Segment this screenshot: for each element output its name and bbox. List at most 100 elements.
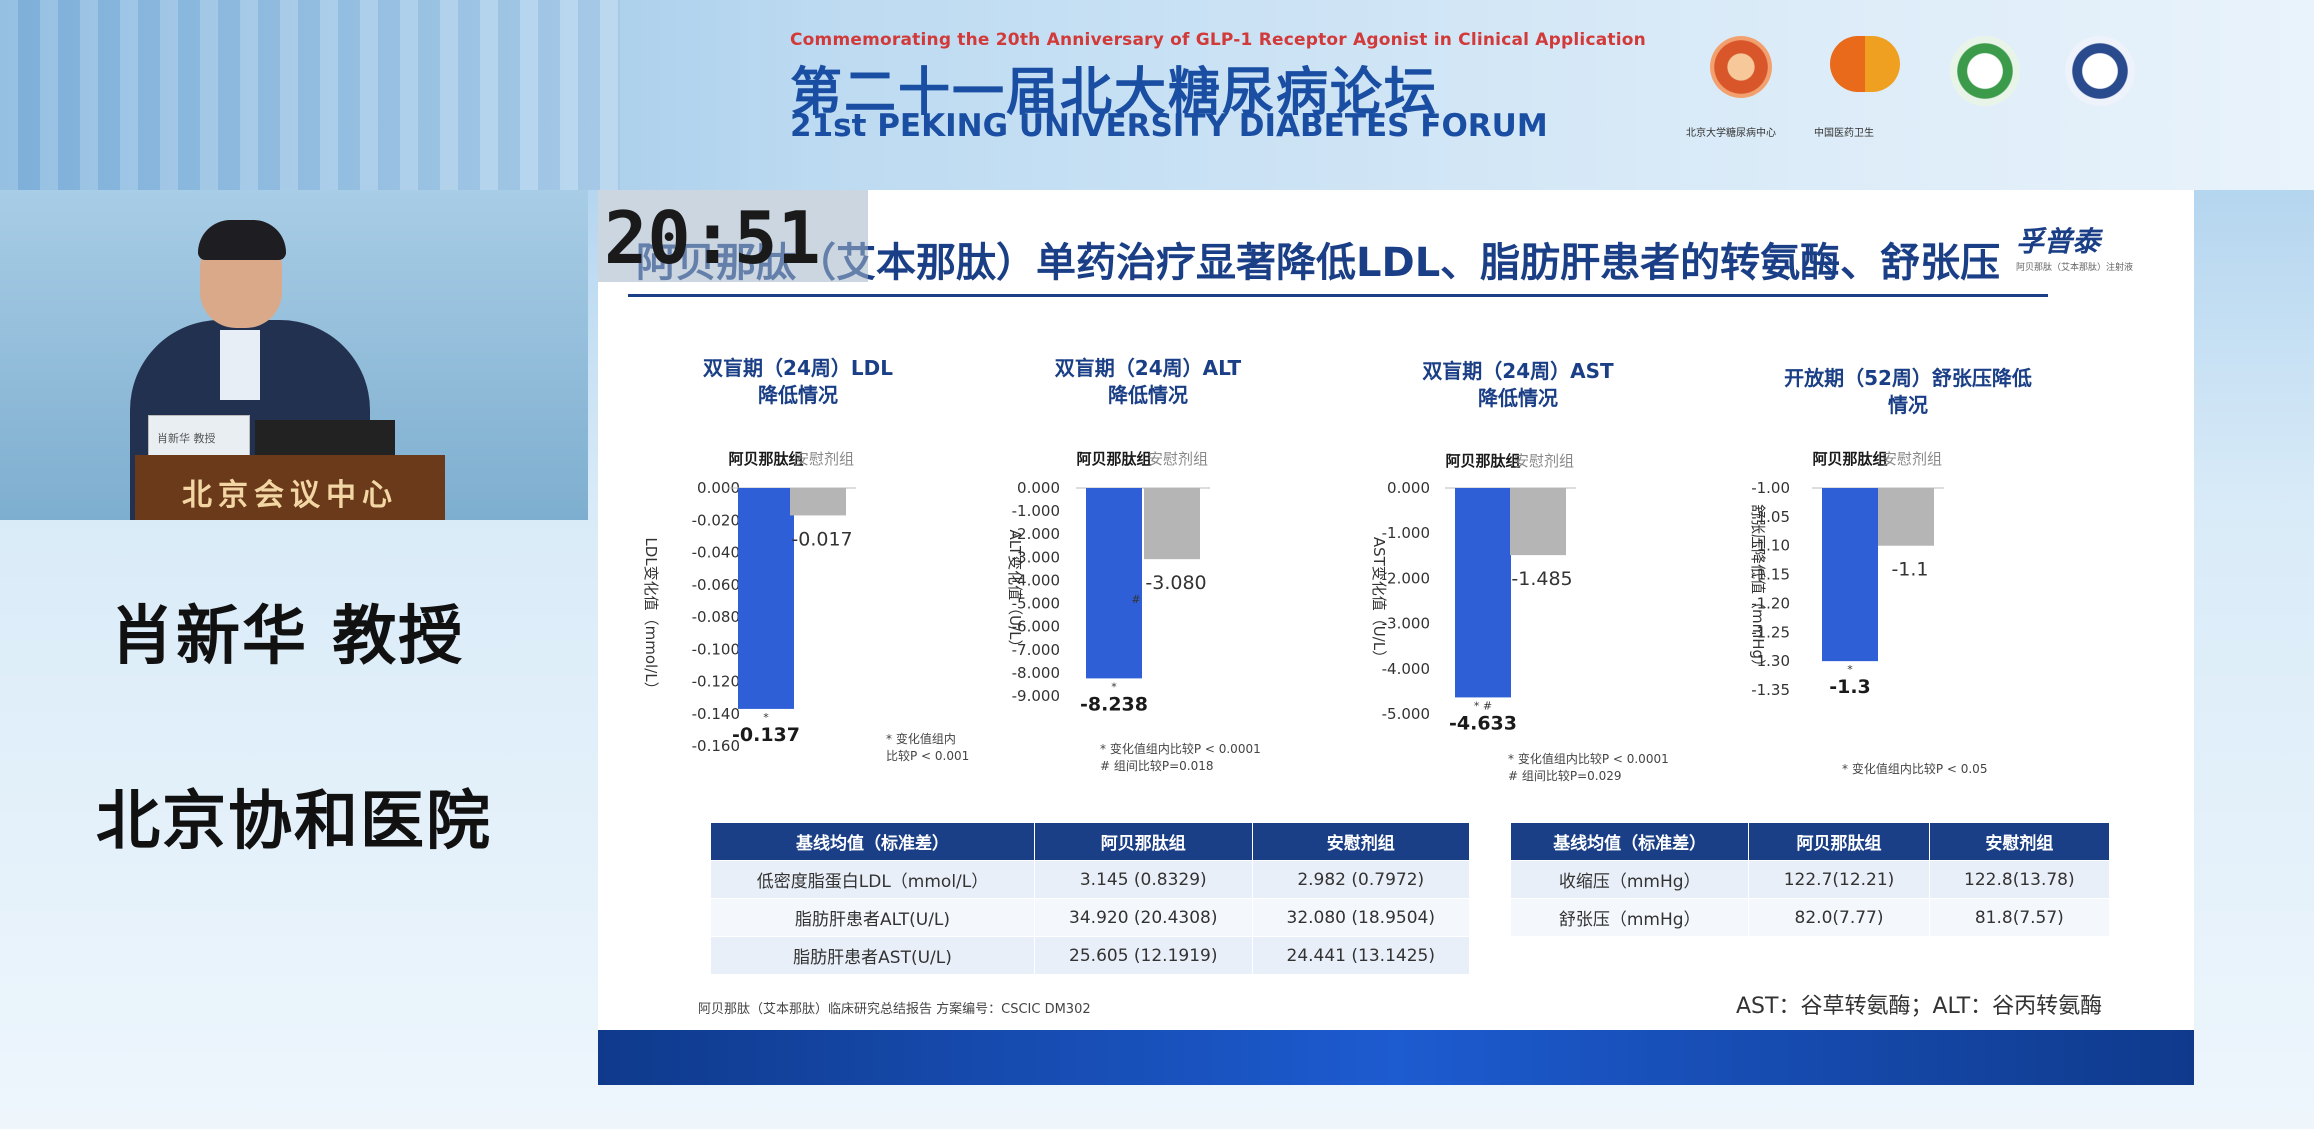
legend-abenatide: 阿贝那肽组	[1076, 450, 1151, 468]
y-tick-label: -6.000	[1012, 618, 1060, 636]
y-tick-label: -1.10	[1751, 537, 1790, 555]
alt-footnote: * 变化值组内比较P < 0.0001 # 组间比较P=0.018	[1100, 740, 1261, 774]
ldl-footnote-line2: 比较P < 0.001	[886, 749, 970, 763]
table-cell: 舒张压（mmHg）	[1509, 898, 1750, 937]
table-cell: 122.7(12.21)	[1748, 860, 1930, 899]
y-tick-label: -5.000	[1382, 705, 1430, 723]
y-axis-label: ALT变化值（U/L）	[1006, 529, 1024, 654]
data-label: -0.017	[791, 528, 852, 550]
y-axis-label: LDL变化值（mmol/L）	[642, 537, 660, 696]
speaker-hair	[198, 220, 286, 260]
y-tick-label: -4.000	[1382, 660, 1430, 678]
ast-footnote-line1: * 变化值组内比较P < 0.0001	[1508, 752, 1669, 766]
cd-logo	[1830, 36, 1900, 92]
y-tick-label: -0.080	[692, 608, 740, 626]
table-cell: 3.145 (0.8329)	[1034, 860, 1253, 899]
y-tick-label: -5.000	[1012, 595, 1060, 613]
y-tick-label: -8.000	[1012, 664, 1060, 682]
y-tick-label: -1.25	[1751, 623, 1790, 641]
sponsor-logos: 北京大学糖尿病中心 中国医药卫生	[1680, 36, 2140, 139]
table-cell: 低密度脂蛋白LDL（mmol/L）	[709, 860, 1036, 899]
bar-charts: 双盲期（24周）LDL降低情况阿贝那肽组安慰剂组0.000-0.020-0.04…	[642, 356, 2032, 755]
data-label: -1.485	[1511, 568, 1572, 590]
legend-placebo: 安慰剂组	[1514, 452, 1574, 470]
brand-logo: 孚普泰 阿贝那肽（艾本那肽）注射液	[2016, 220, 2156, 280]
y-tick-label: -2.000	[1382, 569, 1430, 587]
forum-title: 第二十一届北大糖尿病论坛	[790, 63, 1439, 123]
y-tick-label: -3.000	[1382, 615, 1430, 633]
significance-mark: #	[1131, 593, 1140, 606]
bar-placebo	[1510, 488, 1566, 556]
abbreviations-note: AST：谷草转氨酶；ALT：谷丙转氨酶	[1736, 994, 2103, 1019]
bar-placebo	[1144, 488, 1200, 560]
significance-mark: *	[1847, 663, 1853, 676]
y-tick-label: -0.140	[692, 705, 740, 723]
y-axis-label: AST变化值（U/L）	[1370, 537, 1388, 665]
y-tick-label: -4.000	[1012, 571, 1060, 589]
legend-abenatide: 阿贝那肽组	[728, 450, 803, 468]
presentation-slide: 阿贝那肽（艾本那肽）单药治疗显著降低LDL、脂肪肝患者的转氨酶、舒张压 20:5…	[598, 190, 2194, 1085]
table-header: 基线均值（标准差）	[709, 822, 1036, 861]
chart-title: 双盲期（24周）AST	[1422, 359, 1614, 383]
bar-abenatide	[1455, 488, 1511, 698]
brand-name: 孚普泰	[2016, 225, 2101, 258]
chart-title: 双盲期（24周）ALT	[1055, 356, 1242, 380]
association-logo-green	[1950, 36, 2020, 106]
data-label: -3.080	[1145, 572, 1206, 594]
reference-note: 阿贝那肽（艾本那肽）临床研究总结报告 方案编号：CSCIC DM302	[698, 1002, 1091, 1017]
logo1-caption: 北京大学糖尿病中心	[1686, 128, 1776, 139]
baseline-table-left: 基线均值（标准差） 阿贝那肽组 安慰剂组 低密度脂蛋白LDL（mmol/L） 3…	[709, 822, 1470, 975]
chart-title: 降低情况	[1478, 386, 1558, 410]
association-logo-blue	[2065, 36, 2135, 106]
y-tick-label: -0.120	[692, 673, 740, 691]
y-tick-label: -1.05	[1751, 508, 1790, 526]
speaker-shirt	[220, 330, 260, 400]
data-label: -1.3	[1829, 676, 1871, 698]
table-cell: 122.8(13.78)	[1928, 860, 2111, 899]
alt-footnote-line1: * 变化值组内比较P < 0.0001	[1100, 742, 1261, 756]
ast-footnote: * 变化值组内比较P < 0.0001 # 组间比较P=0.029	[1508, 750, 1669, 784]
y-tick-label: -9.000	[1012, 687, 1060, 705]
significance-mark: *	[1111, 680, 1117, 693]
baseline-table-right: 基线均值（标准差） 阿贝那肽组 安慰剂组 收缩压（mmHg） 122.7(12.…	[1509, 822, 2111, 937]
podium-label: 北京会议中心	[182, 478, 398, 513]
significance-mark: *	[763, 711, 769, 724]
y-axis-label: 舒张压降低值（mmHg）	[1749, 504, 1767, 674]
y-tick-label: 0.000	[1387, 479, 1430, 497]
data-label: -1.1	[1891, 559, 1928, 581]
legend-abenatide: 阿贝那肽组	[1445, 452, 1520, 470]
speaker-name: 肖新华 教授	[110, 600, 465, 674]
y-tick-label: 1.30	[1757, 652, 1790, 670]
table-row: 脂肪肝患者ALT(U/L) 34.920 (20.4308) 32.080 (1…	[709, 898, 1470, 937]
y-tick-label: -1.000	[1012, 502, 1060, 520]
legend-placebo: 安慰剂组	[1148, 450, 1208, 468]
y-tick-label: -0.100	[692, 640, 740, 658]
slide-footer-bar	[598, 1030, 2194, 1085]
chart-title: 开放期（52周）舒张压降低	[1784, 366, 2032, 390]
table-header: 阿贝那肽组	[1034, 822, 1253, 861]
y-tick-label: -1.20	[1751, 594, 1790, 612]
building-backdrop	[0, 0, 620, 190]
ast-footnote-line2: # 组间比较P=0.029	[1508, 769, 1622, 783]
timer-text: 20:51	[604, 196, 821, 280]
chart-title: 双盲期（24周）LDL	[703, 356, 893, 380]
table-cell: 24.441 (13.1425)	[1251, 936, 1470, 975]
podium	[135, 455, 445, 520]
ldl-footnote: * 变化值组内 比较P < 0.001	[886, 730, 969, 764]
y-tick-label: -7.000	[1012, 641, 1060, 659]
table-cell: 32.080 (18.9504)	[1251, 898, 1470, 937]
y-tick-label: 0.000	[697, 479, 740, 497]
table-row: 舒张压（mmHg） 82.0(7.77) 81.8(7.57)	[1509, 898, 2111, 937]
table-row: 低密度脂蛋白LDL（mmol/L） 3.145 (0.8329) 2.982 (…	[709, 860, 1470, 899]
pku-diabetes-logo	[1710, 36, 1772, 98]
dbp-footnote: * 变化值组内比较P < 0.05	[1842, 760, 1987, 777]
logo2-caption: 中国医药卫生	[1814, 128, 1874, 139]
table-cell: 81.8(7.57)	[1928, 898, 2111, 937]
table-cell: 2.982 (0.7972)	[1251, 860, 1470, 899]
chart-title: 降低情况	[758, 383, 838, 407]
chart-title: 情况	[1888, 393, 1928, 417]
y-tick-label: -2.000	[1012, 525, 1060, 543]
data-label: -4.633	[1449, 712, 1517, 734]
y-tick-label: -0.060	[692, 576, 740, 594]
forum-title-en: 21st PEKING UNIVERSITY DIABETES FORUM	[790, 108, 1548, 144]
